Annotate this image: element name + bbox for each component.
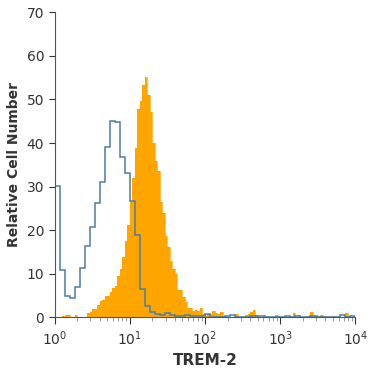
- Y-axis label: Relative Cell Number: Relative Cell Number: [7, 82, 21, 247]
- X-axis label: TREM-2: TREM-2: [172, 353, 237, 368]
